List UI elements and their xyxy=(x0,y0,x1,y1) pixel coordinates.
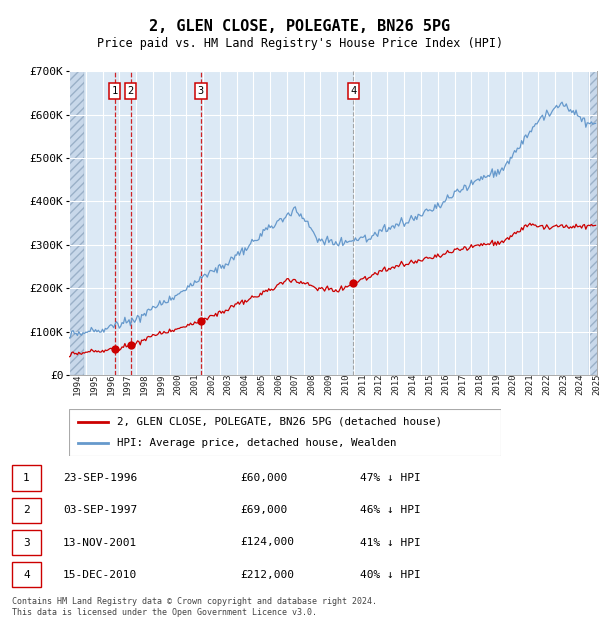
Text: 2014: 2014 xyxy=(408,374,417,395)
Text: 2022: 2022 xyxy=(542,374,551,395)
Text: HPI: Average price, detached house, Wealden: HPI: Average price, detached house, Weal… xyxy=(116,438,396,448)
Text: 1999: 1999 xyxy=(157,374,166,395)
Text: 2017: 2017 xyxy=(458,374,467,395)
Text: 2005: 2005 xyxy=(257,374,266,395)
Text: 2021: 2021 xyxy=(526,374,535,395)
Text: 2016: 2016 xyxy=(442,374,451,395)
Text: 2024: 2024 xyxy=(576,374,585,395)
Text: £60,000: £60,000 xyxy=(240,473,287,483)
Text: 2020: 2020 xyxy=(509,374,518,395)
Text: £212,000: £212,000 xyxy=(240,570,294,580)
Text: 4: 4 xyxy=(350,86,356,96)
Text: 03-SEP-1997: 03-SEP-1997 xyxy=(63,505,137,515)
Text: £69,000: £69,000 xyxy=(240,505,287,515)
Text: 2003: 2003 xyxy=(224,374,233,395)
Text: 2: 2 xyxy=(23,505,30,515)
Text: 2025: 2025 xyxy=(593,374,600,395)
Text: 2008: 2008 xyxy=(308,374,317,395)
Text: 2, GLEN CLOSE, POLEGATE, BN26 5PG: 2, GLEN CLOSE, POLEGATE, BN26 5PG xyxy=(149,19,451,33)
Text: 2004: 2004 xyxy=(241,374,250,395)
Text: 1998: 1998 xyxy=(140,374,149,395)
Text: 4: 4 xyxy=(23,570,30,580)
Text: 2: 2 xyxy=(127,86,134,96)
Text: 2019: 2019 xyxy=(492,374,501,395)
Text: 2010: 2010 xyxy=(341,374,350,395)
Bar xyxy=(589,71,600,375)
Text: 15-DEC-2010: 15-DEC-2010 xyxy=(63,570,137,580)
Text: 2009: 2009 xyxy=(325,374,334,395)
Text: Price paid vs. HM Land Registry's House Price Index (HPI): Price paid vs. HM Land Registry's House … xyxy=(97,37,503,50)
Text: 1996: 1996 xyxy=(106,374,115,395)
Text: 40% ↓ HPI: 40% ↓ HPI xyxy=(360,570,421,580)
Text: 1995: 1995 xyxy=(89,374,98,395)
Text: 1: 1 xyxy=(23,473,30,483)
Text: 1: 1 xyxy=(112,86,118,96)
Text: 1994: 1994 xyxy=(73,374,82,395)
Text: 2002: 2002 xyxy=(207,374,216,395)
Text: 46% ↓ HPI: 46% ↓ HPI xyxy=(360,505,421,515)
Text: 13-NOV-2001: 13-NOV-2001 xyxy=(63,538,137,547)
Text: 2012: 2012 xyxy=(374,374,383,395)
Bar xyxy=(69,71,85,375)
Text: 2001: 2001 xyxy=(190,374,199,395)
Text: 47% ↓ HPI: 47% ↓ HPI xyxy=(360,473,421,483)
Text: 2011: 2011 xyxy=(358,374,367,395)
Text: 2015: 2015 xyxy=(425,374,434,395)
Text: 2013: 2013 xyxy=(391,374,400,395)
Text: 41% ↓ HPI: 41% ↓ HPI xyxy=(360,538,421,547)
Text: Contains HM Land Registry data © Crown copyright and database right 2024.
This d: Contains HM Land Registry data © Crown c… xyxy=(12,598,377,617)
Text: 3: 3 xyxy=(198,86,204,96)
Text: 1997: 1997 xyxy=(123,374,132,395)
Text: 2, GLEN CLOSE, POLEGATE, BN26 5PG (detached house): 2, GLEN CLOSE, POLEGATE, BN26 5PG (detac… xyxy=(116,417,442,427)
Text: 2000: 2000 xyxy=(173,374,182,395)
Text: £124,000: £124,000 xyxy=(240,538,294,547)
Text: 3: 3 xyxy=(23,538,30,547)
Text: 2007: 2007 xyxy=(291,374,300,395)
Text: 2018: 2018 xyxy=(475,374,484,395)
Text: 2023: 2023 xyxy=(559,374,568,395)
Text: 2006: 2006 xyxy=(274,374,283,395)
Text: 23-SEP-1996: 23-SEP-1996 xyxy=(63,473,137,483)
